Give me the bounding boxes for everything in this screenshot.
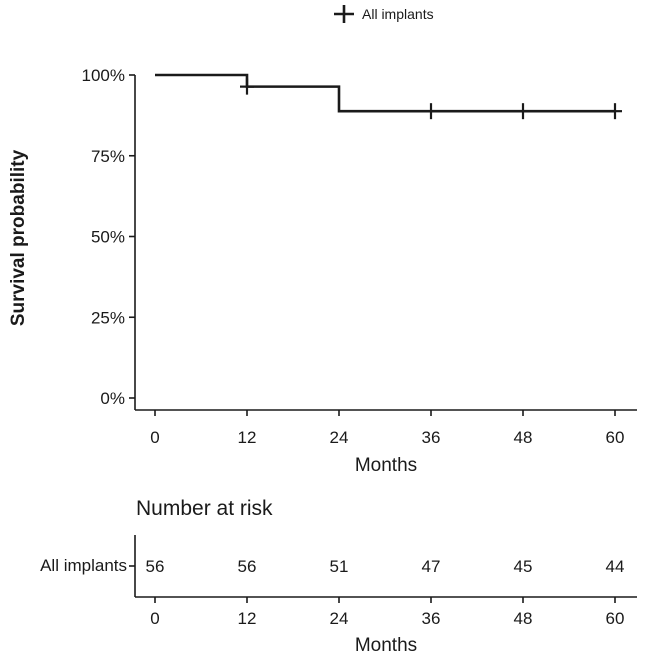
risk-x-tick-label: 12 [238,609,257,628]
risk-values: 56 56 51 47 45 44 [146,557,625,576]
risk-x-ticks: 0 12 24 36 48 60 [150,597,624,628]
legend-label: All implants [362,6,434,22]
x-axis-title: Months [355,455,417,476]
x-tick-label: 60 [606,428,625,447]
risk-value: 44 [606,557,625,576]
x-tick-label: 12 [238,428,257,447]
y-tick-label: 0% [100,389,125,408]
y-axis-title: Survival probability [8,149,29,326]
risk-value: 45 [514,557,533,576]
risk-value: 56 [146,557,165,576]
risk-x-tick-label: 36 [422,609,441,628]
risk-x-tick-label: 48 [514,609,533,628]
risk-x-tick-label: 0 [150,609,159,628]
y-tick-label: 25% [91,308,125,327]
risk-value: 51 [330,557,349,576]
risk-row-label: All implants [40,556,127,575]
survival-curve [155,73,615,113]
risk-x-tick-label: 24 [330,609,349,628]
risk-table-title: Number at risk [136,497,273,520]
risk-x-tick-label: 60 [606,609,625,628]
risk-value: 56 [238,557,257,576]
y-ticks: 0% 25% 50% 75% 100% [82,66,135,408]
x-tick-label: 36 [422,428,441,447]
y-tick-label: 100% [82,66,125,85]
y-tick-label: 75% [91,147,125,166]
censor-marks [240,78,622,120]
x-tick-label: 0 [150,428,159,447]
y-tick-label: 50% [91,228,125,247]
x-ticks: 0 12 24 36 48 60 [150,410,624,447]
risk-value: 47 [422,557,441,576]
survival-line [155,73,615,113]
x-tick-label: 24 [330,428,349,447]
x-tick-label: 48 [514,428,533,447]
legend: All implants [334,5,434,23]
risk-x-axis-title: Months [355,635,417,656]
